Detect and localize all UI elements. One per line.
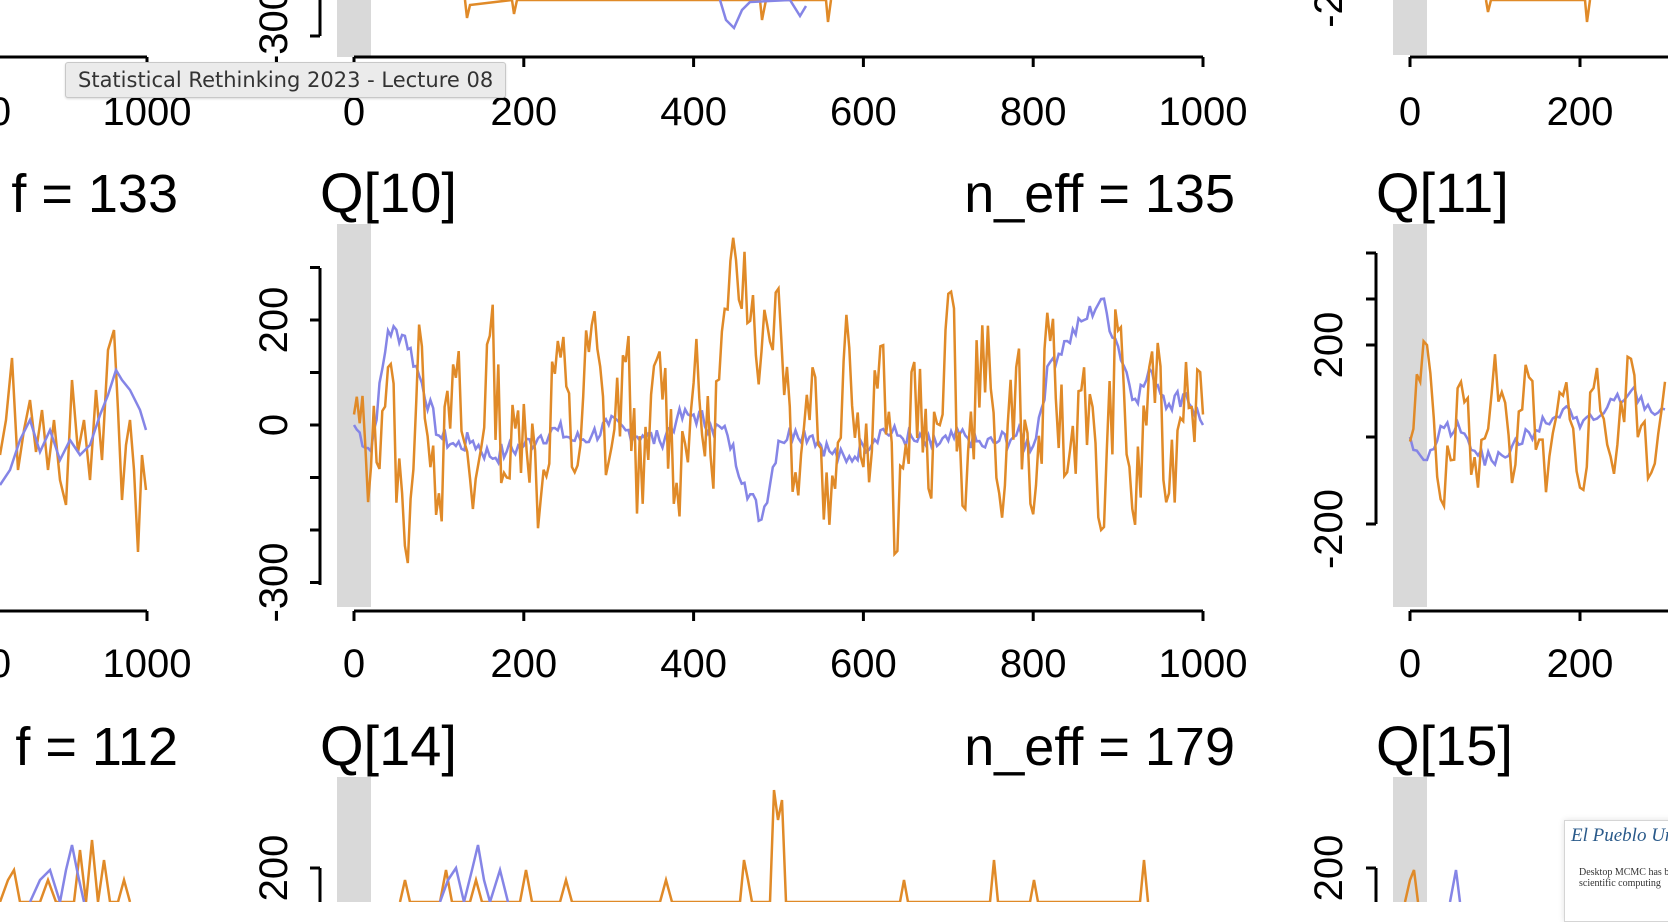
warmup-region [337,0,371,57]
series-1-line [0,366,148,486]
y-tick-label: 200 [1307,312,1351,379]
y-tick-label: -200 [1307,489,1351,569]
x-tick-label: 1000 [1159,90,1248,134]
x-tick-label: 800 [1000,90,1067,134]
x-tick-label: 0 [343,90,365,134]
panel-upper-center: 0 200 400 600 800 1000 -300 [252,0,1247,134]
series-1-line-fragment [438,844,510,902]
series-2-line-fragment [463,0,833,23]
panel-lower-left: f = 112 [0,717,178,902]
panel-title: Q[14] [320,714,457,777]
panel-title: Q[10] [320,161,457,224]
warmup-region [1393,0,1427,55]
series-2-line-fragment [1484,0,1592,23]
y-tick-label: 200 [1307,835,1351,902]
warmup-region [1393,224,1427,607]
tooltip: Statistical Rethinking 2023 - Lecture 08 [65,62,507,98]
y-tick-label: -300 [252,0,296,68]
y-tick-label: -2 [1307,0,1351,28]
series-2-line [1408,338,1667,511]
panel-upper-right: 0 200 -2 [1307,0,1668,134]
x-tick-label: 600 [830,642,897,686]
series-2-line [352,237,1205,564]
x-tick-label: 200 [1547,90,1614,134]
series-2-line-fragment [0,839,132,902]
panel-annotation: n_eff = 179 [964,717,1235,777]
panel-middle-left: f = 133 0 1000 [0,164,191,686]
y-tick-label: 200 [252,287,296,354]
series-1-line [352,297,1205,523]
series-2-line-fragment [398,789,1150,902]
series-1-line-fragment [718,0,808,31]
y-tick-label: 0 [252,414,296,436]
y-tick-label: -300 [252,542,296,622]
series-1-line-fragment [1448,869,1462,902]
x-tick-label: 1000 [103,642,192,686]
x-tick-label: 1000 [1159,642,1248,686]
panel-lower-center: Q[14] n_eff = 179 200 [252,714,1235,902]
x-tick-label: 600 [830,90,897,134]
thumbnail-text: Desktop MCMC has be scientific computing [1579,867,1668,889]
x-tick-label: 200 [1547,642,1614,686]
panel-annotation: n_eff = 135 [964,164,1235,224]
thumbnail-preview[interactable]: El Pueblo Un Desktop MCMC has be scienti… [1564,820,1668,922]
x-tick-label: 0 [1399,642,1421,686]
panel-title: Q[15] [1376,714,1513,777]
x-tick-label: 400 [660,642,727,686]
panel-middle-right: Q[11] 200 -200 0 200 [1307,161,1668,686]
x-tick-label: 0 [1399,90,1421,134]
panel-annotation: f = 133 [11,164,178,224]
x-tick-label: 0 [343,642,365,686]
x-tick-label: 0 [0,642,11,686]
x-tick-label: 800 [1000,642,1067,686]
warmup-region [337,777,371,902]
series-2-line [0,329,148,553]
panel-title: Q[11] [1376,161,1509,224]
x-tick-label: 200 [490,642,557,686]
series-1-line [1408,384,1666,468]
series-1-line-fragment [28,844,86,902]
trace-plot-grid: 0 1000 0 200 400 600 800 1000 -300 0 200 -2 f… [0,0,1668,902]
warmup-region [337,224,371,607]
x-tick-label: 0 [0,90,11,134]
y-tick-label: 200 [252,835,296,902]
panel-lower-right: Q[15] 200 [1307,714,1513,902]
panel-annotation: f = 112 [15,717,178,777]
series-2-line-fragment [1403,869,1420,902]
x-tick-label: 400 [660,90,727,134]
panel-middle-center: Q[10] n_eff = 135 200 0 -300 0 200 400 600 800… [252,161,1247,686]
thumbnail-title: El Pueblo Un [1571,825,1668,846]
